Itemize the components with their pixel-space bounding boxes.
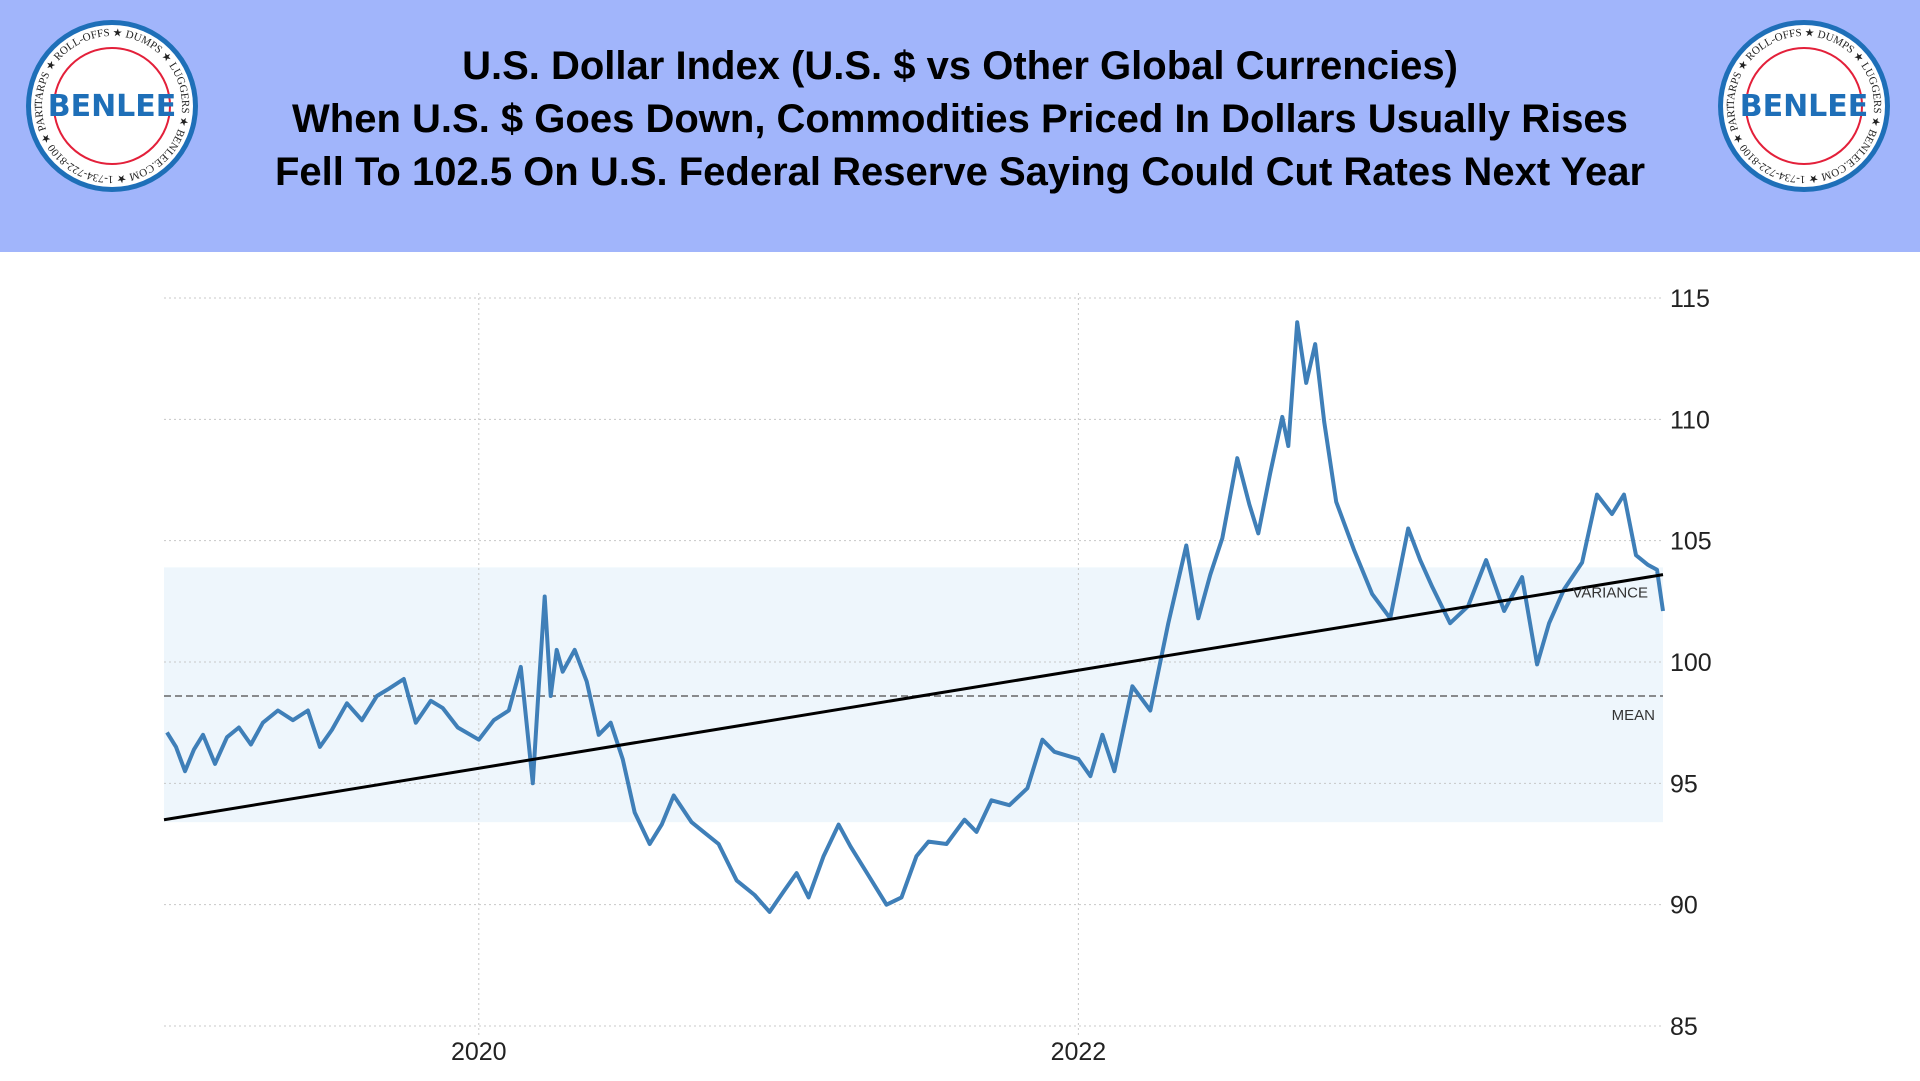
x-tick-label: 2020 [451, 1038, 507, 1066]
y-tick-label: 115 [1670, 285, 1710, 313]
y-tick-label: 95 [1670, 770, 1698, 798]
dollar-index-line [165, 320, 1665, 914]
y-tick-label: 110 [1670, 406, 1710, 434]
x-tick-label: 2022 [1051, 1038, 1107, 1066]
title-line-1: U.S. Dollar Index (U.S. $ vs Other Globa… [462, 44, 1458, 88]
y-tick-label: 90 [1670, 892, 1698, 920]
variance-label: VARIANCE [1572, 584, 1648, 601]
y-tick-label: 85 [1670, 1013, 1698, 1041]
chart-title: U.S. Dollar Index (U.S. $ vs Other Globa… [180, 40, 1740, 199]
mean-label: MEAN [1612, 707, 1655, 724]
svg-text:BENLEE: BENLEE [1740, 89, 1869, 124]
y-tick-label: 100 [1670, 649, 1712, 677]
title-line-3: Fell To 102.5 On U.S. Federal Reserve Sa… [274, 150, 1646, 194]
svg-text:BENLEE: BENLEE [48, 89, 177, 124]
benlee-logo-right: TARPS ★ ROLL-OFFS ★ DUMPS ★ LUGGERS ★ BE… [1714, 16, 1890, 192]
trend-line [163, 573, 1664, 822]
header-banner: TARPS ★ ROLL-OFFS ★ DUMPS ★ LUGGERS ★ BE… [0, 0, 1920, 252]
benlee-logo-left: TARPS ★ ROLL-OFFS ★ DUMPS ★ LUGGERS ★ BE… [22, 16, 198, 192]
title-line-2: When U.S. $ Goes Down, Commodities Price… [292, 97, 1628, 141]
y-tick-label: 105 [1670, 528, 1712, 556]
